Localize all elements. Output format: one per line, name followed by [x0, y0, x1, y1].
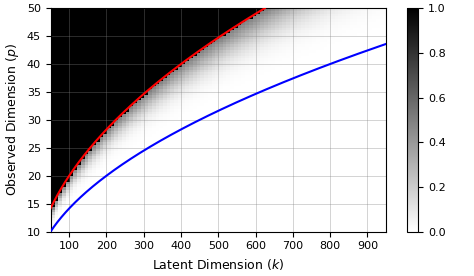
Y-axis label: Observed Dimension ($p$): Observed Dimension ($p$)	[4, 43, 21, 197]
X-axis label: Latent Dimension ($k$): Latent Dimension ($k$)	[152, 257, 284, 272]
